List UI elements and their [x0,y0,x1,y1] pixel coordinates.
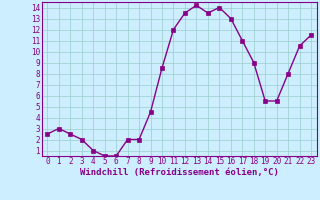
X-axis label: Windchill (Refroidissement éolien,°C): Windchill (Refroidissement éolien,°C) [80,168,279,177]
